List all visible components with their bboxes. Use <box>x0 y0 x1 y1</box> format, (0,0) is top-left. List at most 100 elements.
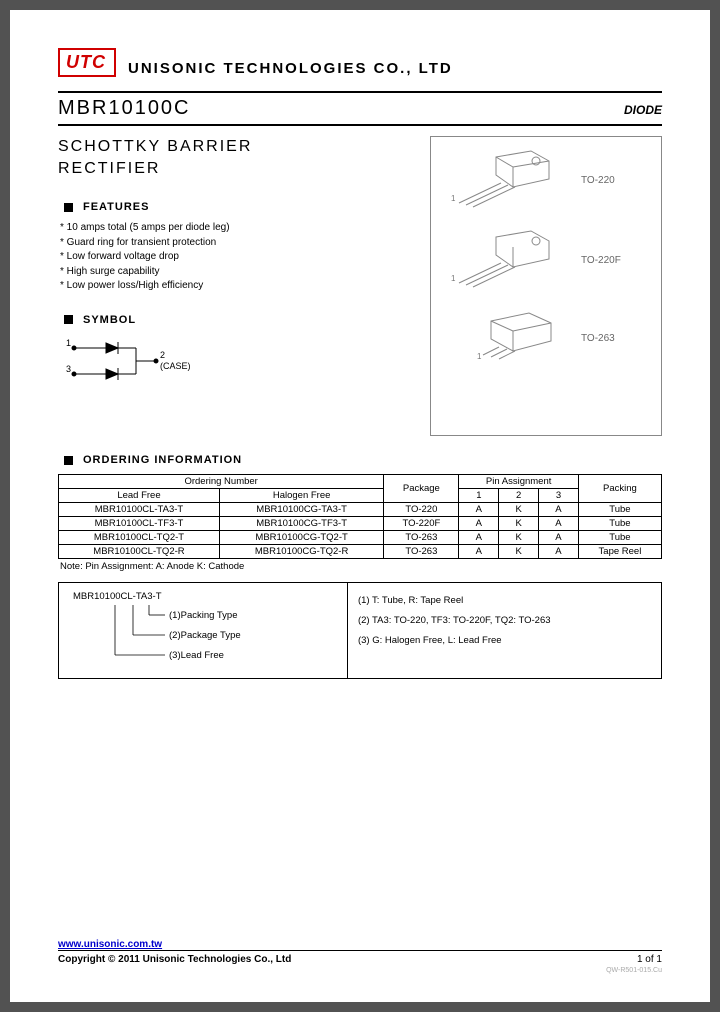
table-cell: K <box>499 503 539 517</box>
ordering-label: ORDERING INFORMATION <box>83 454 242 466</box>
pin-3-label: 3 <box>66 364 71 374</box>
table-cell: Tube <box>578 531 661 545</box>
feature-item: * 10 amps total (5 amps per diode leg) <box>60 221 416 236</box>
th-halogen-free: Halogen Free <box>219 489 383 503</box>
table-row: MBR10100CL-TA3-TMBR10100CG-TA3-TTO-220AK… <box>59 503 662 517</box>
title-line-2: RECTIFIER <box>58 160 160 177</box>
bullet-icon <box>64 456 73 465</box>
content-row: SCHOTTKY BARRIER RECTIFIER FEATURES * 10… <box>58 136 662 436</box>
table-cell: MBR10100CG-TA3-T <box>219 503 383 517</box>
to263-icon: 1 <box>441 309 571 367</box>
table-cell: Tape Reel <box>578 545 661 559</box>
th-pin3: 3 <box>539 489 579 503</box>
svg-text:1: 1 <box>477 352 482 361</box>
features-heading: FEATURES <box>64 201 416 213</box>
svg-text:(3)Lead Free: (3)Lead Free <box>169 650 224 661</box>
th-ordering-number: Ordering Number <box>59 475 384 489</box>
table-cell: K <box>499 531 539 545</box>
table-row: Ordering Number Package Pin Assignment P… <box>59 475 662 489</box>
package-to263: 1 TO-263 <box>441 309 651 367</box>
table-row: MBR10100CL-TF3-TMBR10100CG-TF3-TTO-220FA… <box>59 517 662 531</box>
company-name: UNISONIC TECHNOLOGIES CO., LTD <box>128 60 453 77</box>
th-pin-assignment: Pin Assignment <box>459 475 578 489</box>
package-to220f: 1 TO-220F <box>441 229 651 291</box>
svg-text:1: 1 <box>451 194 456 203</box>
table-cell: MBR10100CG-TF3-T <box>219 517 383 531</box>
table-cell: A <box>539 503 579 517</box>
legend-tree-icon: (1)Packing Type (2)Package Type (3)Lead … <box>73 605 273 667</box>
feature-item: * Guard ring for transient protection <box>60 236 416 251</box>
table-cell: A <box>539 531 579 545</box>
datasheet-page: UTC UNISONIC TECHNOLOGIES CO., LTD MBR10… <box>10 10 710 1002</box>
th-packing: Packing <box>578 475 661 503</box>
package-label: TO-263 <box>581 333 615 344</box>
package-label: TO-220 <box>581 175 615 186</box>
page-number: 1 of 1 <box>637 954 662 965</box>
footer: www.unisonic.com.tw Copyright © 2011 Uni… <box>58 939 662 974</box>
table-cell: MBR10100CG-TQ2-R <box>219 545 383 559</box>
ordering-heading: ORDERING INFORMATION <box>64 454 662 466</box>
legend-r2: (2) TA3: TO-220, TF3: TO-220F, TQ2: TO-2… <box>358 611 651 631</box>
title-line-1: SCHOTTKY BARRIER <box>58 138 252 155</box>
svg-text:(1)Packing Type: (1)Packing Type <box>169 610 237 621</box>
feature-item: * Low power loss/High efficiency <box>60 279 416 294</box>
table-cell: A <box>459 545 499 559</box>
table-cell: TO-263 <box>384 531 459 545</box>
table-cell: MBR10100CL-TF3-T <box>59 517 220 531</box>
pin-1-label: 1 <box>66 338 71 348</box>
svg-text:(2)Package Type: (2)Package Type <box>169 630 241 641</box>
left-column: SCHOTTKY BARRIER RECTIFIER FEATURES * 10… <box>58 136 416 436</box>
symbol-label: SYMBOL <box>83 314 136 326</box>
ordering-section: ORDERING INFORMATION Ordering Number Pac… <box>58 454 662 679</box>
legend-box: MBR10100CL-TA3-T (1)Packing Type (2)Pack… <box>58 582 662 679</box>
product-title: SCHOTTKY BARRIER RECTIFIER <box>58 136 416 179</box>
table-cell: A <box>459 503 499 517</box>
case-label: (CASE) <box>160 361 191 371</box>
svg-text:1: 1 <box>451 274 456 283</box>
legend-r1: (1) T: Tube, R: Tape Reel <box>358 591 651 611</box>
title-row: MBR10100C DIODE <box>58 97 662 126</box>
part-number: MBR10100C <box>58 97 191 120</box>
table-row: MBR10100CL-TQ2-TMBR10100CG-TQ2-TTO-263AK… <box>59 531 662 545</box>
table-cell: A <box>459 531 499 545</box>
company-logo: UTC <box>58 48 116 77</box>
table-row: MBR10100CL-TQ2-RMBR10100CG-TQ2-RTO-263AK… <box>59 545 662 559</box>
th-pin1: 1 <box>459 489 499 503</box>
website-link[interactable]: www.unisonic.com.tw <box>58 939 162 950</box>
ordering-table: Ordering Number Package Pin Assignment P… <box>58 474 662 559</box>
footer-line: Copyright © 2011 Unisonic Technologies C… <box>58 950 662 965</box>
feature-item: * Low forward voltage drop <box>60 250 416 265</box>
th-package: Package <box>384 475 459 503</box>
table-cell: MBR10100CL-TQ2-T <box>59 531 220 545</box>
bullet-icon <box>64 315 73 324</box>
feature-item: * High surge capability <box>60 265 416 280</box>
legend-example: MBR10100CL-TA3-T <box>73 591 337 602</box>
legend-left: MBR10100CL-TA3-T (1)Packing Type (2)Pack… <box>59 583 348 678</box>
doc-code: QW-R501-015.Cu <box>58 967 662 974</box>
table-cell: MBR10100CL-TA3-T <box>59 503 220 517</box>
package-label: TO-220F <box>581 255 621 266</box>
features-label: FEATURES <box>83 201 149 213</box>
table-cell: K <box>499 545 539 559</box>
table-cell: A <box>539 545 579 559</box>
table-cell: MBR10100CL-TQ2-R <box>59 545 220 559</box>
divider <box>58 91 662 93</box>
copyright-text: Copyright © 2011 Unisonic Technologies C… <box>58 954 291 965</box>
table-row: Lead Free Halogen Free 1 2 3 <box>59 489 662 503</box>
table-cell: K <box>499 517 539 531</box>
symbol-diagram: 1 3 2 (CASE) <box>66 336 416 391</box>
package-to220: 1 TO-220 <box>441 149 651 211</box>
package-diagram-box: 1 TO-220 1 TO-220F <box>430 136 662 436</box>
diode-symbol-icon: 1 3 2 (CASE) <box>66 336 206 390</box>
to220f-icon: 1 <box>441 229 571 291</box>
th-pin2: 2 <box>499 489 539 503</box>
to220-icon: 1 <box>441 149 571 211</box>
table-cell: MBR10100CG-TQ2-T <box>219 531 383 545</box>
bullet-icon <box>64 203 73 212</box>
features-list: * 10 amps total (5 amps per diode leg) *… <box>60 221 416 294</box>
table-cell: Tube <box>578 517 661 531</box>
table-cell: TO-220 <box>384 503 459 517</box>
table-cell: A <box>539 517 579 531</box>
category-label: DIODE <box>624 103 662 117</box>
th-lead-free: Lead Free <box>59 489 220 503</box>
